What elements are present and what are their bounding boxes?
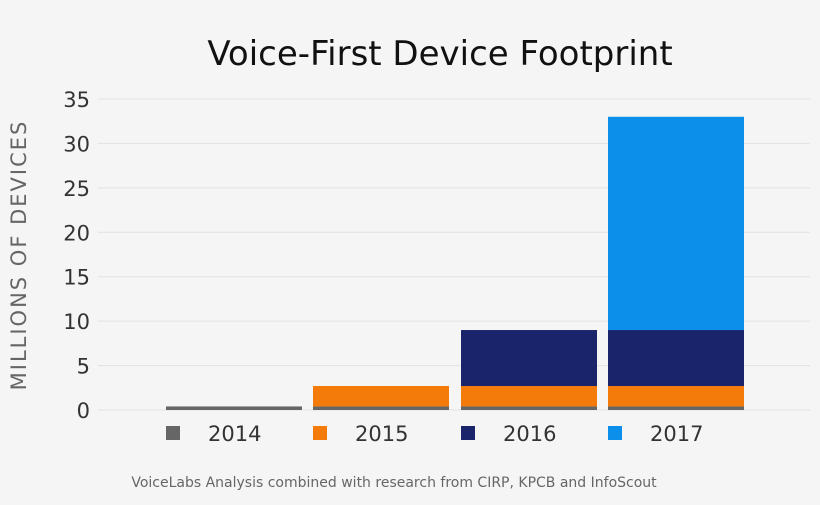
legend-swatch [166,426,180,440]
legend-label: 2014 [208,422,261,446]
legend-label: 2015 [355,422,408,446]
bar-segment-2016-2017 [608,330,744,387]
bar-segment-2014-2014 [166,406,302,410]
legend-label: 2016 [503,422,556,446]
y-tick-label: 25 [63,177,90,201]
legend-item-2016: 2016 [461,422,556,446]
bar-segment-2016-2016 [461,330,597,387]
y-tick-label: 5 [77,355,90,379]
y-tick-label: 0 [77,399,90,423]
footnote: VoiceLabs Analysis combined with researc… [131,475,657,491]
y-tick-label: 35 [63,88,90,112]
y-tick-label: 10 [63,310,90,334]
bars [166,116,744,410]
grid-lines [98,98,810,411]
legend: 2014 2015 2016 2017 [166,422,703,446]
bar-segment-2014-2016 [461,406,597,410]
legend-swatch [608,426,622,440]
bar-segment-2015-2016 [461,386,597,407]
legend-item-2014: 2014 [166,422,261,446]
legend-label: 2017 [650,422,703,446]
legend-swatch [461,426,475,440]
bar-segment-2017-2017 [608,116,744,331]
y-tick-label: 30 [63,132,90,156]
bar-segment-2014-2017 [608,406,744,410]
legend-swatch [313,426,327,440]
y-axis-label: MILLIONS OF DEVICES [7,120,31,391]
bar-segment-2015-2017 [608,386,744,407]
bar-segment-2014-2015 [313,406,449,410]
chart-title: Voice-First Device Footprint [207,34,672,74]
y-tick-label: 15 [63,266,90,290]
legend-item-2017: 2017 [608,422,703,446]
legend-item-2015: 2015 [313,422,408,446]
y-tick-labels: 0 5 10 15 20 25 30 35 [63,88,90,423]
y-tick-label: 20 [63,221,90,245]
bar-segment-2015-2015 [313,386,449,407]
